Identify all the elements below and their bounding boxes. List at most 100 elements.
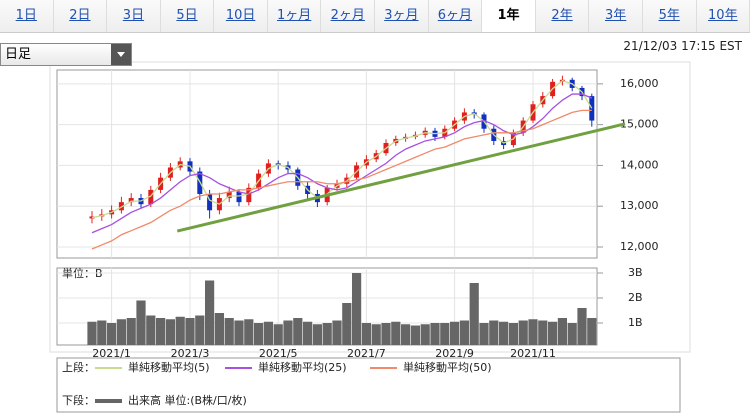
candle-body <box>246 187 252 203</box>
volume-bar <box>322 323 332 345</box>
candle-body <box>207 193 213 211</box>
volume-bar <box>508 323 518 345</box>
volume-bar <box>214 313 224 345</box>
tab[interactable]: 1ヶ月 <box>267 0 322 32</box>
volume-bar <box>165 319 175 345</box>
volume-bar <box>146 315 156 345</box>
y-tick-label: 15,000 <box>620 118 659 131</box>
y-tick-label: 3B <box>628 266 643 279</box>
volume-bar <box>450 321 460 345</box>
trendline <box>176 122 626 233</box>
legend-lower-label: 下段： <box>62 393 95 407</box>
tab[interactable]: 1年 <box>482 0 536 32</box>
interval-select[interactable]: 日足 <box>0 43 132 66</box>
volume-bar <box>244 319 254 345</box>
volume-bar <box>303 321 313 345</box>
volume-bar <box>87 321 97 345</box>
volume-bar <box>381 323 391 345</box>
volume-bar <box>587 318 597 345</box>
tab-bar: 1日 2日 3日 5日 10日 1ヶ月 2ヶ月 3ヶ月 6ヶ月 1年 2年 3年 5年 10年 <box>0 0 750 33</box>
volume-bar <box>469 283 479 345</box>
candle-body <box>226 191 232 199</box>
price-panel <box>56 69 598 259</box>
y-tick-label: 14,000 <box>620 158 659 171</box>
candle-body <box>148 189 154 205</box>
candle-body <box>589 96 595 121</box>
tab[interactable]: 5年 <box>642 0 697 32</box>
legend-label: 単純移動平均(50) <box>403 360 492 374</box>
y-tick-label: 1B <box>628 316 643 329</box>
volume-bar <box>283 320 293 345</box>
tab[interactable]: 3日 <box>107 0 161 32</box>
x-tick-label: 2021/7 <box>347 347 386 360</box>
y-tick-label: 12,000 <box>620 240 659 253</box>
volume-bar <box>116 319 126 345</box>
volume-bar <box>401 324 411 345</box>
volume-bar <box>263 321 273 345</box>
volume-bar <box>528 319 538 345</box>
x-tick-label: 2021/1 <box>92 347 131 360</box>
volume-bar <box>342 303 352 345</box>
volume-bar <box>293 318 303 345</box>
volume-bar <box>499 321 509 345</box>
select-label: 日足 <box>5 47 32 62</box>
legend-box <box>56 357 681 413</box>
volume-bar <box>185 318 195 345</box>
tab[interactable]: 2年 <box>535 0 590 32</box>
volume-bar <box>371 324 381 345</box>
tab[interactable]: 10年 <box>696 0 750 32</box>
volume-bar <box>205 280 215 345</box>
volume-bar <box>254 323 264 345</box>
legend-upper-label: 上段： <box>62 360 95 374</box>
legend-label: 単純移動平均(25) <box>258 360 347 374</box>
tab[interactable]: 1日 <box>0 0 54 32</box>
volume-bar <box>391 321 401 345</box>
candle-body <box>118 202 124 211</box>
legend-label: 出来高 単位:(B株/口/枚) <box>128 393 247 407</box>
volume-bar <box>175 316 185 345</box>
volume-bar <box>361 323 371 345</box>
tab[interactable]: 6ヶ月 <box>428 0 483 32</box>
x-tick-label: 2021/11 <box>510 347 556 360</box>
tab[interactable]: 10日 <box>214 0 268 32</box>
volume-bar <box>430 323 440 345</box>
tab[interactable]: 2ヶ月 <box>321 0 376 32</box>
tab[interactable]: 2日 <box>53 0 108 32</box>
volume-bar <box>557 318 567 345</box>
volume-bar <box>332 320 342 345</box>
volume-bar <box>577 308 587 345</box>
select-arrow <box>111 44 131 65</box>
volume-bar <box>352 273 362 345</box>
volume-bar <box>234 320 244 345</box>
y-tick-label: 16,000 <box>620 77 659 90</box>
volume-bar <box>567 323 577 345</box>
tab[interactable]: 5日 <box>160 0 215 32</box>
x-tick-label: 2021/9 <box>435 347 474 360</box>
candle-body <box>236 191 242 203</box>
volume-bar <box>97 320 107 345</box>
volume-bar <box>459 320 469 345</box>
volume-bar <box>312 324 322 345</box>
volume-bar <box>538 320 548 345</box>
y-tick-label: 2B <box>628 291 643 304</box>
tab[interactable]: 3年 <box>589 0 643 32</box>
tab[interactable]: 3ヶ月 <box>375 0 429 32</box>
moving-average <box>91 109 592 250</box>
volume-bar <box>548 321 558 345</box>
x-tick-label: 2021/3 <box>171 347 210 360</box>
volume-bar <box>440 323 450 345</box>
volume-bar <box>479 323 489 345</box>
y-tick-label: 13,000 <box>620 199 659 212</box>
volume-bar <box>195 315 205 345</box>
volume-bar <box>156 318 166 345</box>
candle-body <box>128 198 134 203</box>
legend-label: 単純移動平均(5) <box>128 360 210 374</box>
timestamp: 21/12/03 17:15 EST <box>623 39 742 53</box>
volume-bar <box>489 320 499 345</box>
volume-bar <box>420 324 430 345</box>
x-tick-label: 2021/5 <box>259 347 298 360</box>
volume-bar <box>107 323 117 345</box>
volume-bar <box>273 324 283 345</box>
